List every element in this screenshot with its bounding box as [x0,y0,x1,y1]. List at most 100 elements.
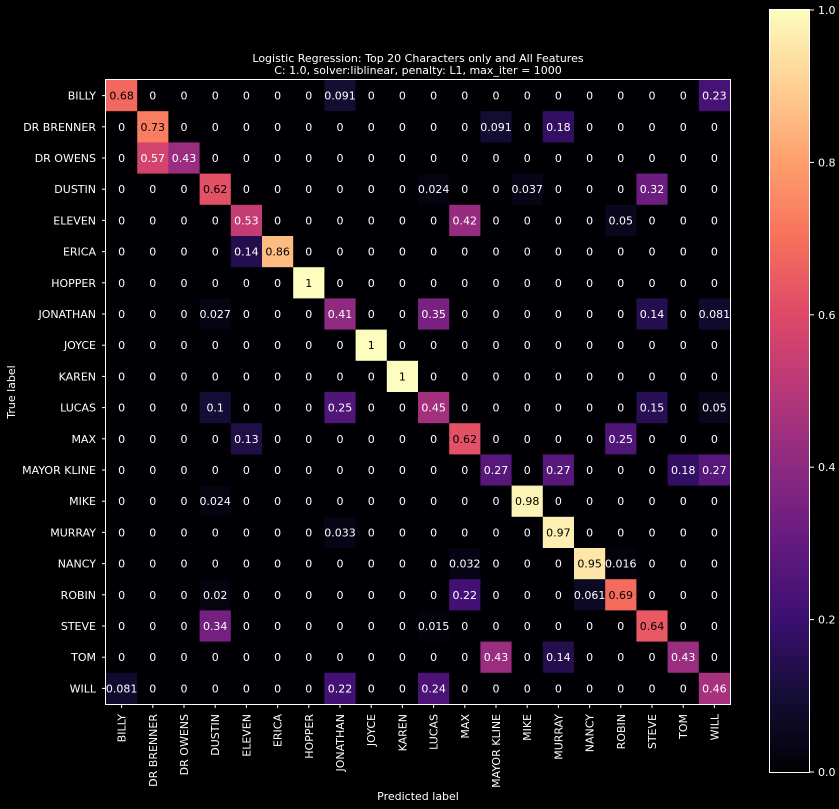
cell-value-label: 0.73 [141,121,166,134]
cell-value-label: 0 [118,339,125,352]
cell-value-label: 0 [118,651,125,664]
cell-value-label: 0 [305,433,312,446]
cell-value-label: 0 [118,464,125,477]
cell-value-label: 0.024 [418,183,450,196]
cell-value-label: 0 [399,495,406,508]
cell-value-label: 1 [399,370,406,383]
cell-value-label: 0 [493,339,500,352]
cell-value-label: 0 [305,558,312,571]
cell-value-label: 0 [212,246,219,259]
cell-value-label: 0 [524,308,531,321]
cell-value-label: 0 [243,370,250,383]
cell-value-label: 0 [461,121,468,134]
cell-value-label: 0 [617,495,624,508]
cell-value-label: 0 [680,526,687,539]
cell-value-label: 0 [243,589,250,602]
cell-value-label: 0 [181,339,188,352]
cell-value-label: 0 [274,682,281,695]
cell-value-label: 0 [649,90,656,103]
cell-value-label: 0.27 [546,464,571,477]
cell-value-label: 0.34 [203,620,228,633]
cell-value-label: 0 [586,277,593,290]
cell-value-label: 0 [586,682,593,695]
x-tick-label: LUCAS [428,714,441,750]
cell-value-label: 0 [461,402,468,415]
cell-value-label: 0.24 [421,682,446,695]
y-tick-label: MURRAY [50,526,96,539]
cell-value-label: 0 [243,121,250,134]
cell-value-label: 0 [399,402,406,415]
cell-value-label: 0.14 [640,308,665,321]
cell-value-label: 0 [305,651,312,664]
x-tick-label: ELEVEN [240,714,253,757]
cell-value-label: 0 [711,214,718,227]
cell-value-label: 0 [461,246,468,259]
cell-value-label: 0.64 [640,620,665,633]
x-tick-label: TOM [677,714,690,740]
cell-value-label: 0.62 [453,433,478,446]
cell-value-label: 0 [399,651,406,664]
cell-value-label: 0 [555,214,562,227]
cell-value-label: 0.27 [484,464,509,477]
cell-value-label: 0 [617,308,624,321]
cell-value-label: 1 [368,339,375,352]
colorbar-tick-label: 1.0 [818,4,836,17]
cell-value-label: 0 [337,214,344,227]
cell-value-label: 0 [274,214,281,227]
cell-value-label: 0 [149,495,156,508]
cell-value-label: 0 [617,526,624,539]
cell-value-label: 0 [680,682,687,695]
cell-value-label: 0 [337,121,344,134]
cell-value-label: 0 [649,651,656,664]
cell-value-label: 0 [555,277,562,290]
colorbar-tick-label: 0.8 [818,156,836,169]
cell-value-label: 0.032 [449,558,481,571]
cell-value-label: 0 [555,90,562,103]
x-axis-label: Predicted label [377,790,459,803]
cell-value-label: 0 [399,464,406,477]
cell-value-label: 0 [118,620,125,633]
cell-value-label: 0 [586,495,593,508]
cell-value-label: 0 [430,433,437,446]
cell-value-label: 0 [617,152,624,165]
cell-value-label: 0.14 [546,651,571,664]
cell-value-label: 0 [524,464,531,477]
cell-value-label: 0 [274,402,281,415]
y-tick-label: LUCAS [60,402,96,415]
cell-value-label: 0 [337,277,344,290]
cell-value-label: 0 [711,121,718,134]
y-tick-label: ELEVEN [53,214,96,227]
cell-value-label: 0 [368,402,375,415]
cell-value-label: 0 [649,339,656,352]
cell-value-label: 0 [149,246,156,259]
cell-value-label: 0.86 [265,246,290,259]
cell-value-label: 0 [399,526,406,539]
cell-value-label: 0 [149,214,156,227]
cell-value-label: 0 [243,558,250,571]
cell-value-label: 0 [181,183,188,196]
cell-value-label: 0 [680,152,687,165]
cell-value-label: 0.1 [206,402,224,415]
cell-value-label: 0.22 [453,589,478,602]
cell-value-label: 0 [430,214,437,227]
cell-value-label: 0 [430,495,437,508]
cell-value-label: 0 [149,620,156,633]
cell-value-label: 0 [149,651,156,664]
cell-value-label: 0.13 [234,433,259,446]
cell-value-label: 0 [212,214,219,227]
x-tick-label: ROBIN [615,714,628,749]
x-tick-label: DR BRENNER [147,714,160,787]
cell-value-label: 0 [149,433,156,446]
x-tick-label: HOPPER [303,714,316,759]
cell-value-label: 0 [368,246,375,259]
cell-value-label: 0 [617,651,624,664]
cell-value-label: 0 [680,90,687,103]
cell-value-label: 0 [305,402,312,415]
cell-value-label: 0.95 [577,558,602,571]
cell-value-label: 0 [586,433,593,446]
cell-value-label: 0 [368,308,375,321]
cell-value-label: 0 [524,682,531,695]
cell-value-label: 0 [368,152,375,165]
cell-value-label: 0 [368,620,375,633]
cell-value-label: 0 [399,152,406,165]
